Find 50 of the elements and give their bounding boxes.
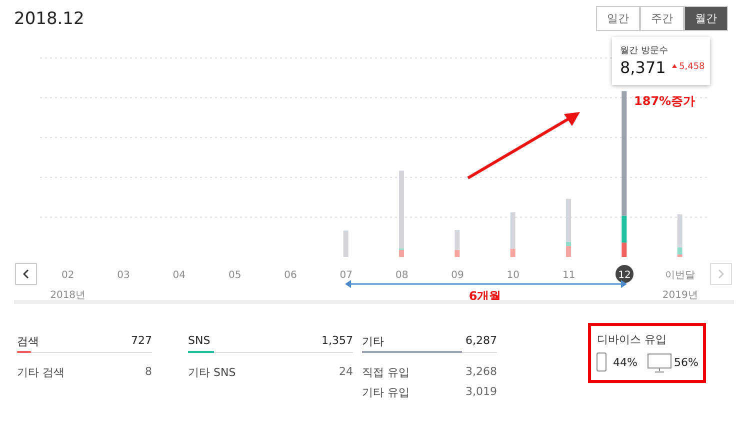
x-tick-label: 12 [618, 270, 631, 281]
x-tick-label: 03 [117, 270, 130, 281]
text: SNS [188, 334, 210, 347]
chart-title: 2018.12 [14, 9, 84, 29]
text: 1,357 [322, 334, 353, 347]
x-tick-label: 08 [395, 270, 408, 281]
x-tick-label: 07 [340, 270, 353, 281]
x-tick-label: 04 [172, 270, 186, 281]
bar [622, 216, 627, 243]
text: 기타 SNS [188, 365, 236, 380]
text: 727 [131, 334, 152, 347]
text: 기타 유입 [362, 385, 410, 400]
x-tick-label: 10 [506, 270, 520, 281]
annotation: 187%증가 [634, 93, 696, 110]
bar [622, 91, 627, 216]
bar [566, 246, 571, 257]
x-tick-label: 06 [284, 270, 297, 281]
text: 3,268 [466, 365, 497, 378]
text: 6,287 [466, 334, 497, 347]
text: 2018년 [49, 289, 87, 302]
text: 기타 검색 [17, 365, 64, 380]
bar [677, 247, 682, 255]
bar [454, 230, 460, 250]
text: 24 [339, 365, 353, 378]
bar [510, 248, 516, 257]
bar [622, 242, 627, 257]
bar [566, 242, 571, 246]
bar [343, 230, 348, 257]
text: 5,458 [679, 62, 705, 72]
x-tick-label: 05 [228, 270, 242, 281]
x-tick-label: 11 [562, 270, 576, 281]
bar [454, 250, 460, 257]
text: 44% [613, 356, 638, 369]
text: 기타 [362, 334, 384, 349]
text: 8,371 [620, 58, 666, 77]
text: 검색 [17, 334, 39, 349]
text: 직접 유입 [362, 365, 410, 380]
text: 56% [674, 356, 698, 369]
text: 디바이스 유입 [597, 332, 666, 347]
text: 3,019 [466, 385, 497, 398]
x-tick-label: 이번달 [665, 270, 696, 281]
text: 2019년 [661, 289, 699, 302]
text: 월간 [684, 6, 728, 31]
text: 주간 [640, 6, 684, 31]
x-tick-label: 09 [451, 270, 464, 281]
bar [399, 250, 404, 257]
text: 일간 [596, 6, 640, 31]
x-tick-label: 02 [61, 270, 74, 281]
text: 8 [145, 365, 152, 378]
text: 월간 방문수 [620, 45, 668, 57]
